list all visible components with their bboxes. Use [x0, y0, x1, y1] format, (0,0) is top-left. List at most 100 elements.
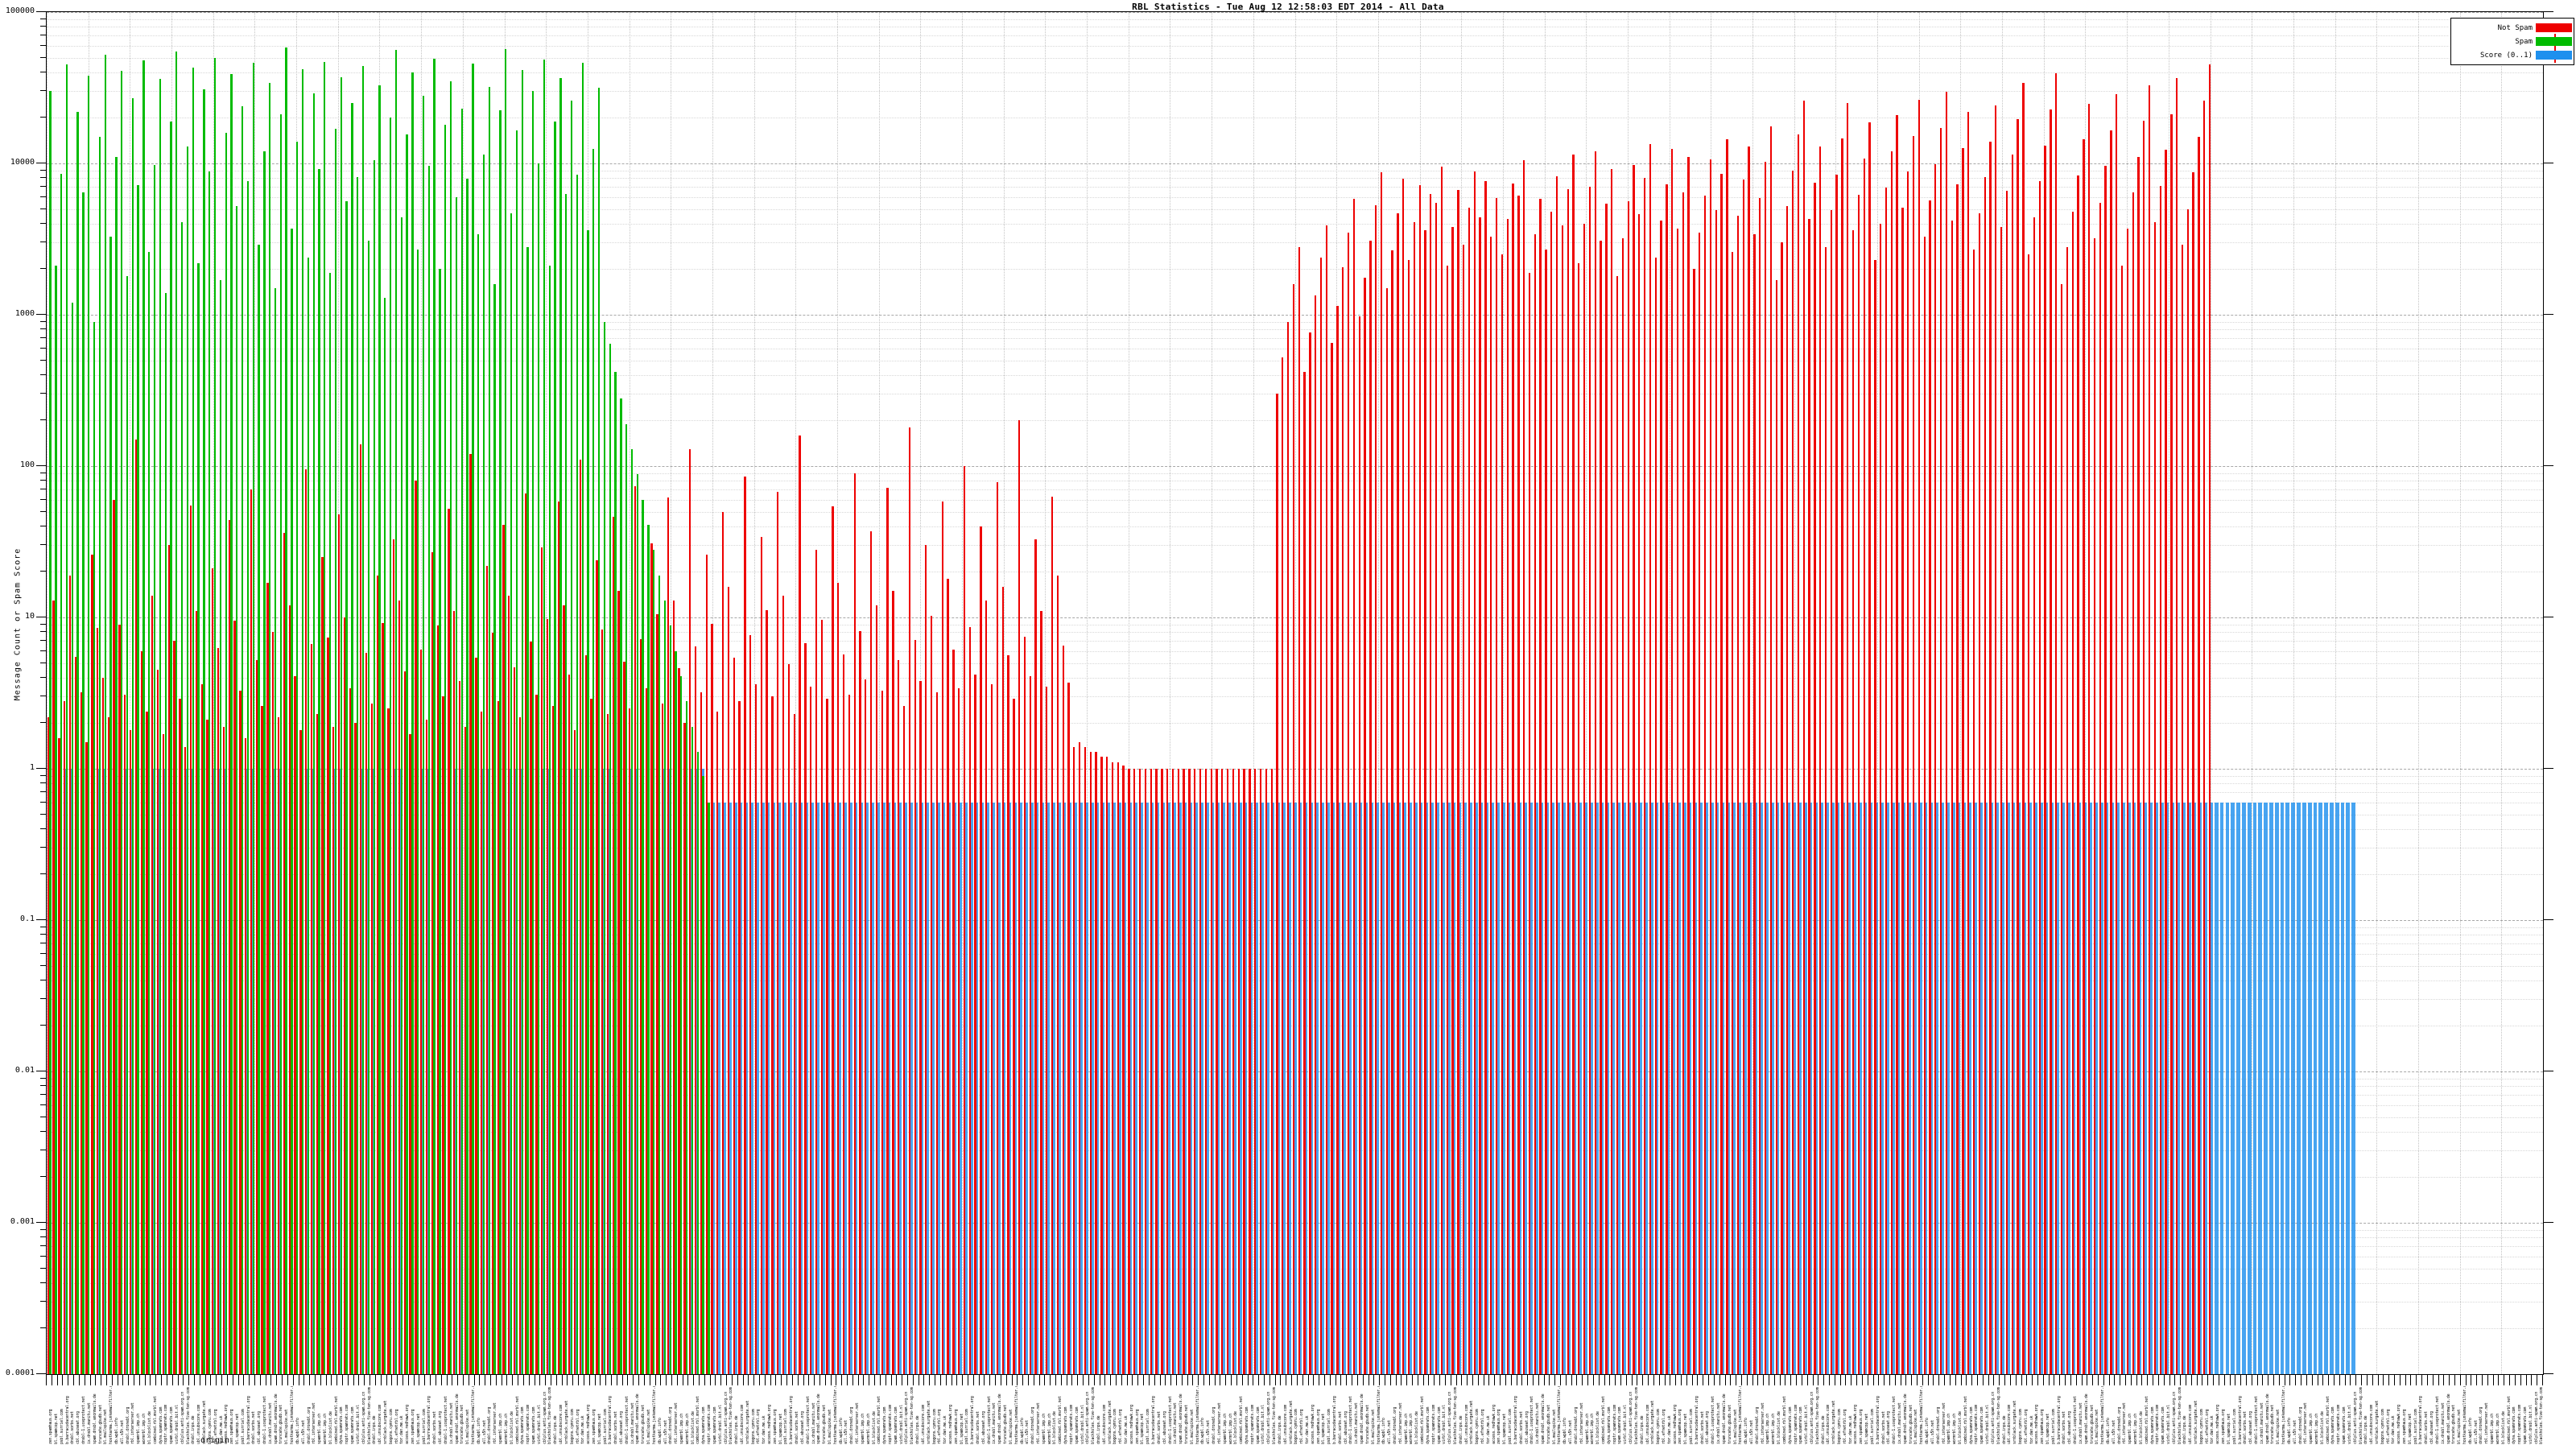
x-tick-label: virbl.dnsbl.bit.nl	[536, 1405, 542, 1444]
x-tick	[2328, 1375, 2330, 1385]
bar-not-spam	[97, 628, 99, 1374]
bar-spam	[532, 91, 535, 1374]
bar-spam	[526, 246, 529, 1374]
bar-spam	[252, 63, 254, 1374]
x-tick-label: virbl.dnsbl.bit.nl	[2165, 1405, 2171, 1444]
x-tick	[2393, 1375, 2395, 1385]
x-tick	[1598, 1375, 1600, 1385]
x-tick	[1116, 1375, 1117, 1385]
bar-not-spam	[1918, 99, 1921, 1374]
x-tick	[643, 1375, 645, 1385]
bar-score	[2225, 802, 2230, 1374]
bar-not-spam	[1759, 198, 1761, 1374]
bar-score	[190, 769, 194, 1374]
x-tick	[1713, 1375, 1715, 1385]
x-tick-label: dyna.spamrats.com	[1244, 1406, 1249, 1444]
bar-score	[343, 769, 348, 1374]
bar-score	[1901, 802, 1906, 1374]
gridline-vertical	[2376, 12, 2378, 1374]
x-tick	[2372, 1375, 2373, 1385]
bar-score	[2214, 802, 2219, 1374]
bar-score	[1693, 802, 1698, 1374]
x-tick	[495, 1375, 497, 1385]
bar-score	[272, 769, 276, 1374]
bar-not-spam	[52, 600, 55, 1374]
legend-swatch-score	[2536, 47, 2572, 63]
bar-not-spam	[1358, 316, 1360, 1374]
bar-score	[1440, 802, 1445, 1374]
bar-not-spam	[189, 505, 192, 1374]
x-tick	[1148, 1375, 1150, 1385]
x-tick-label: dnsbl.sorbs.net	[1156, 1411, 1162, 1444]
bar-score	[1797, 802, 1802, 1374]
x-tick-label: rbl.interserver.net	[1579, 1402, 1584, 1445]
bar-score	[2264, 802, 2268, 1374]
bar-score	[1545, 802, 1550, 1374]
x-tick	[512, 1375, 514, 1385]
bar-score	[2170, 802, 2175, 1374]
x-tick-label: tor.dan.me.uk	[2391, 1415, 2396, 1444]
x-tick	[1494, 1375, 1496, 1385]
x-tick-label: virbl.dnsbl.bit.nl	[1804, 1405, 1810, 1444]
bar-not-spam	[568, 674, 571, 1374]
bar-not-spam	[393, 539, 395, 1374]
legend-item-score[interactable]: Score (0..1)	[2451, 47, 2574, 63]
bar-score	[1161, 802, 1166, 1374]
bar-score	[1418, 802, 1423, 1374]
bar-not-spam	[2126, 229, 2129, 1374]
x-tick	[1680, 1375, 1682, 1385]
x-tick-label: tor.dan.me.uk	[1304, 1415, 1310, 1444]
x-tick-label: dnsbl.sorbs.net	[2243, 1411, 2248, 1444]
bar-score	[1237, 802, 1242, 1374]
x-tick-label: dnsbl-1.uceprotect.net	[1530, 1396, 1535, 1444]
x-tick	[56, 1375, 58, 1385]
bar-spam	[328, 272, 332, 1374]
bar-score	[101, 769, 106, 1374]
bar-score	[1523, 802, 1527, 1374]
bar-not-spam	[68, 575, 72, 1374]
bar-score	[2077, 802, 2082, 1374]
x-tick	[2163, 1375, 2165, 1385]
x-tick	[111, 1375, 113, 1385]
bar-not-spam	[1451, 227, 1454, 1374]
bar-not-spam	[941, 502, 943, 1374]
bar-not-spam	[1676, 229, 1679, 1374]
x-tick-label: bl.mailspike.net	[1189, 1409, 1195, 1444]
y-tick-minor	[40, 90, 46, 92]
x-tick	[907, 1375, 908, 1385]
bar-score	[508, 769, 513, 1374]
bar-not-spam	[1484, 181, 1487, 1374]
bar-score	[1397, 802, 1402, 1374]
x-tick	[1543, 1375, 1545, 1385]
bar-spam	[373, 160, 375, 1374]
bar-score	[985, 802, 989, 1374]
bar-not-spam	[162, 733, 165, 1374]
bar-score	[1802, 802, 1807, 1374]
bar-score	[118, 769, 123, 1374]
bar-not-spam	[58, 737, 60, 1374]
bar-score	[881, 802, 886, 1374]
bar-not-spam	[925, 545, 927, 1374]
bar-not-spam	[947, 579, 949, 1374]
x-tick	[1401, 1375, 1402, 1385]
bar-not-spam	[2077, 175, 2079, 1374]
bar-not-spam	[1183, 769, 1185, 1374]
bar-not-spam	[678, 668, 680, 1374]
bar-score	[2324, 802, 2328, 1374]
bar-not-spam	[930, 616, 933, 1374]
legend-item-spam[interactable]: Spam	[2451, 34, 2574, 49]
bar-not-spam	[299, 730, 302, 1374]
x-tick	[1894, 1375, 1896, 1385]
x-tick	[210, 1375, 212, 1385]
x-tick	[1022, 1375, 1024, 1385]
bar-not-spam	[272, 632, 275, 1374]
x-tick-label: hostkarma.junkemailfilter.com	[1738, 1386, 1744, 1444]
gridline-vertical	[2085, 12, 2087, 1374]
x-tick	[1757, 1375, 1759, 1385]
x-tick-label: tor.dan.me.uk	[399, 1415, 405, 1444]
bar-not-spam	[1742, 180, 1744, 1374]
bar-not-spam	[1067, 683, 1070, 1374]
bar-not-spam	[1660, 220, 1662, 1374]
legend-item-not-spam[interactable]: Not Spam	[2451, 21, 2574, 35]
bar-score	[1352, 802, 1357, 1374]
